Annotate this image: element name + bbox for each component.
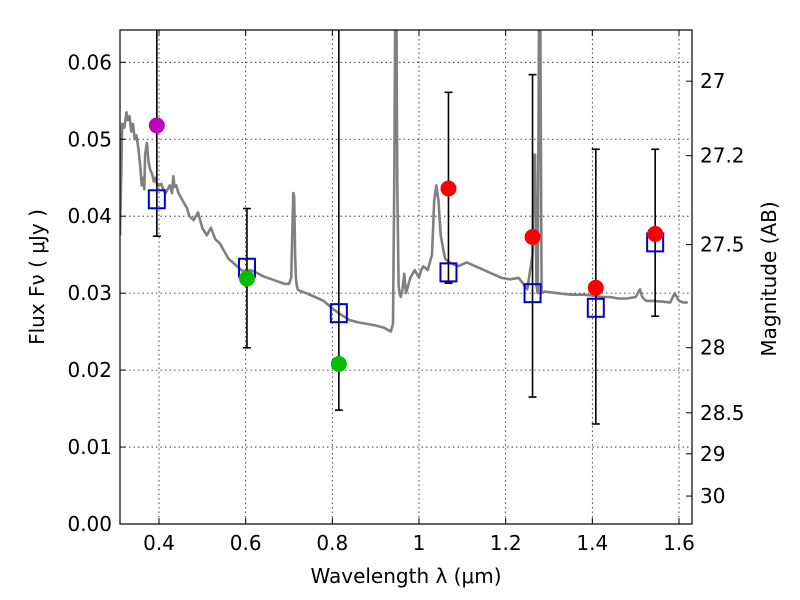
model-photometry-square <box>329 303 348 324</box>
y-axis-label: Flux Fν ( μJy ) <box>25 209 49 345</box>
magnitude-tick-label: 27 <box>700 69 725 93</box>
x-tick-label: 0.8 <box>316 531 348 555</box>
x-tick-label: 1.6 <box>663 531 695 555</box>
magnitude-tick-label: 30 <box>700 484 725 508</box>
observed-point <box>524 228 541 245</box>
magnitude-tick-label: 27.2 <box>700 144 745 168</box>
observed-point <box>587 279 604 296</box>
y-tick-label: 0.06 <box>67 50 112 74</box>
magnitude-axis: 27 27.2 27.5 28 28.5 29 30 <box>686 69 745 508</box>
plot-background <box>120 30 692 524</box>
y-tick-label: 0.00 <box>67 512 112 536</box>
x-axis-label: Wavelength λ (μm) <box>310 564 501 588</box>
model-photometry-square <box>439 262 458 283</box>
magnitude-tick-label: 28 <box>700 336 725 360</box>
magnitude-axis-label: Magnitude (AB) <box>757 201 781 356</box>
model-photometry-square <box>147 189 166 210</box>
observed-point <box>440 180 457 197</box>
observed-photometry-markers <box>148 117 664 372</box>
observed-point <box>330 355 347 372</box>
model-spectrum-layer <box>120 30 688 333</box>
x-axis: 0.4 0.6 0.8 1 1.2 1.4 1.6 <box>143 30 695 555</box>
observed-point <box>148 117 165 134</box>
x-tick-label: 0.4 <box>143 531 175 555</box>
x-tick-label: 1.4 <box>576 531 608 555</box>
magnitude-tick-label: 27.5 <box>700 233 745 257</box>
y-axis: 0.00 0.01 0.02 0.03 0.04 0.05 0.06 <box>67 50 126 536</box>
y-tick-label: 0.04 <box>67 204 112 228</box>
magnitude-tick-label: 29 <box>700 442 725 466</box>
plot-frame <box>119 29 693 525</box>
observed-point <box>647 225 664 242</box>
magnitude-tick-label: 28.5 <box>700 401 745 425</box>
model-photometry-square <box>523 283 542 304</box>
y-tick-label: 0.05 <box>67 127 112 151</box>
x-tick-label: 1 <box>413 531 426 555</box>
y-tick-label: 0.01 <box>67 435 112 459</box>
x-tick-label: 0.6 <box>230 531 262 555</box>
y-tick-label: 0.03 <box>67 281 112 305</box>
model-spectrum-line <box>120 30 688 333</box>
observed-point <box>238 270 255 287</box>
model-photometry-square <box>586 297 605 318</box>
y-tick-label: 0.02 <box>67 358 112 382</box>
x-tick-label: 1.2 <box>490 531 522 555</box>
